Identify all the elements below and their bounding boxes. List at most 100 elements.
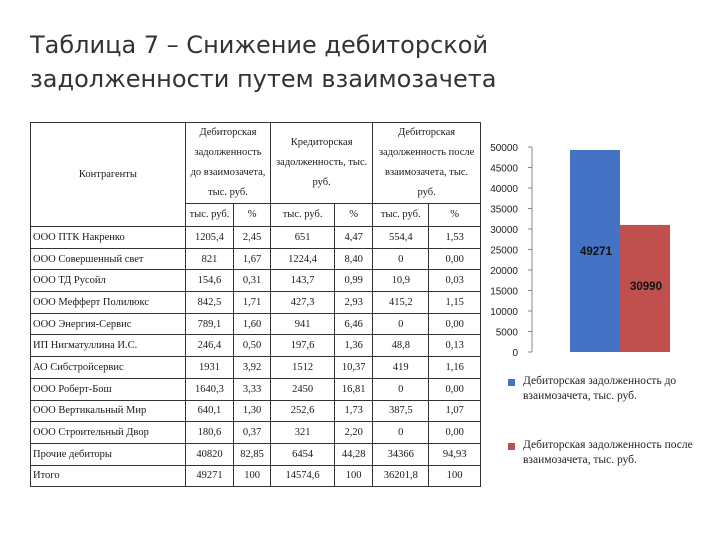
y-tick-label: 15000 [490,287,518,298]
table-cell: 154,6 [184,269,235,293]
table-cell: 6454 [270,442,336,466]
table-cell: 651 [270,226,336,249]
table-cell: 49271 [184,464,235,488]
legend-label-before: Дебиторская задолженность до взаимозачет… [523,375,677,402]
table-row: ООО Строительный Двор 180,6 0,37 321 2,20 0 0,… [30,421,481,444]
y-tick-label: 10000 [490,307,518,318]
table-cell: 10,37 [334,356,374,379]
table-cell: 14574,6 [270,464,336,488]
table-cell: 1,60 [233,312,272,336]
table-row: ООО ТД Русойл 154,6 0,31 143,7 0,99 10,9 0,03 [30,269,481,293]
table-cell: 4,47 [334,226,374,249]
table-cell: 321 [270,421,336,444]
table-cell: 0,00 [428,377,481,401]
row-label: ООО Мефферт Полилюкс [30,291,186,314]
header-unit-tr: тыс. руб. [270,203,336,227]
table-cell: 0,50 [233,334,272,358]
row-label: ООО Роберт-Бош [30,377,186,401]
table-cell: 1,15 [428,291,481,314]
header-credit: Кредиторская задолженность, тыс. руб. [270,122,374,204]
row-label: ООО Строительный Двор [30,421,186,444]
table-cell: 8,40 [334,247,374,271]
table-cell: 94,93 [428,442,481,466]
table-cell: 0,13 [428,334,481,358]
table-cell: 10,9 [372,269,430,293]
bar-after [620,224,670,352]
table-cell: 2,45 [233,226,272,249]
table-cell: 16,81 [334,377,374,401]
table-cell: 0,03 [428,269,481,293]
table-cell: 1,53 [428,226,481,249]
table-cell: 387,5 [372,399,430,423]
table-row: ООО ПТК Накренко 1205,4 2,45 651 4,47 554,4 1,… [30,226,481,249]
table-cell: 48,8 [372,334,430,358]
header-unit-pct: % [233,203,272,227]
table-cell: 100 [334,464,374,488]
receivables-table: Контрагенты Дебиторская задолженность до… [30,122,481,488]
y-tick-label: 50000 [490,143,518,154]
table-cell: 252,6 [270,399,336,423]
table-cell: 1,71 [233,291,272,314]
table-cell: 0,00 [428,312,481,336]
table-cell: 44,28 [334,442,374,466]
header-unit-pct: % [428,203,481,227]
table-cell: 0,00 [428,421,481,444]
table-row: ООО Мефферт Полилюкс 842,5 1,71 427,3 2,93 41… [30,291,481,314]
table-cell: 40820 [184,442,235,466]
data-labels-group: 49271 30990 [580,246,662,293]
table-cell: 1,67 [233,247,272,271]
table-cell: 3,92 [233,356,272,379]
table-cell: 1512 [270,356,336,379]
table-cell: 1,73 [334,399,374,423]
table-cell: 941 [270,312,336,336]
table-cell: 1,30 [233,399,272,423]
row-label: ООО Энергия-Сервис [30,312,186,336]
table-cell: 1,07 [428,399,481,423]
y-tick-label: 5000 [496,328,519,339]
table-row: ИП Нигматуллина И.С. 246,4 0,50 197,6 1,36 48… [30,334,481,358]
table-cell: 2,93 [334,291,374,314]
table-cell: 100 [233,464,272,488]
header-unit-pct: % [334,203,374,227]
table-cell: 180,6 [184,421,235,444]
y-tick-label: 45000 [490,164,518,175]
table-cell: 415,2 [372,291,430,314]
table-row: ООО Роберт-Бош 1640,3 3,33 2450 16,81 0 0,00 [30,377,481,401]
table-cell: 1,36 [334,334,374,358]
y-tick-label: 0 [512,348,518,359]
table-cell: 100 [428,464,481,488]
header-debt-before: Дебиторская задолженность до взаимозачет… [184,122,272,204]
table-cell: 197,6 [270,334,336,358]
legend-swatch-before [508,379,515,386]
bars-group [570,149,670,352]
row-label: АО Сибстройсервис [30,356,186,379]
header-debt-after: Дебиторская задолженность после взаимоза… [372,122,481,204]
table-cell: 0,99 [334,269,374,293]
y-tick-label: 25000 [490,246,518,257]
table-cell: 0 [372,312,430,336]
table-cell: 1,16 [428,356,481,379]
table-cell: 0 [372,421,430,444]
table-cell: 2450 [270,377,336,401]
row-label: ИП Нигматуллина И.С. [30,334,186,358]
table-cell: 0,31 [233,269,272,293]
row-label: Итого [30,464,186,488]
table-cell: 2,20 [334,421,374,444]
page-title: Таблица 7 – Снижение дебиторской задолже… [30,31,497,93]
receivables-bar-chart: 0 5000 10000 15000 20000 25000 30000 35000 40000… [490,143,670,359]
data-label-before: 49271 [580,246,613,258]
data-label-after: 30990 [630,281,662,293]
table-cell: 554,4 [372,226,430,249]
table-cell: 34366 [372,442,430,466]
row-label: ООО Вертикальный Мир [30,399,186,423]
table-row: ООО Энергия-Сервис 789,1 1,60 941 6,46 0 0,00 [30,312,481,336]
table-row: АО Сибстройсервис 1931 3,92 1512 10,37 419 1,1… [30,356,481,379]
header-counterparty: Контрагенты [30,122,186,227]
legend-label-after: Дебиторская задолженность после взаимоза… [523,439,693,466]
y-tick-label: 40000 [490,184,518,195]
y-tick-label: 30000 [490,225,518,236]
y-tick-label: 20000 [490,266,518,277]
table-cell: 640,1 [184,399,235,423]
table-cell: 1205,4 [184,226,235,249]
table-row: Итого 49271 100 14574,6 100 36201,8 100 [30,464,481,488]
